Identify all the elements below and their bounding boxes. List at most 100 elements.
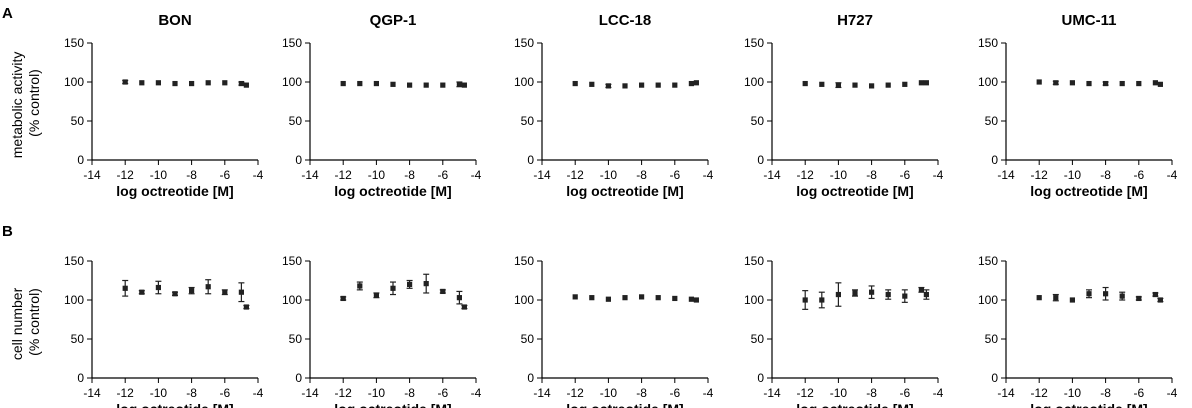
panels: BON 0 50 100 150 -14 -12 -10 -8 -6 -4 log octreotid… <box>64 12 1178 408</box>
data-point <box>189 288 195 294</box>
y-axis-title-a: metabolic activity (% control) <box>9 48 42 158</box>
data-point <box>456 81 462 87</box>
x-tick-label: -12 <box>797 386 815 400</box>
data-point <box>605 83 611 89</box>
y-tick-label: 50 <box>289 332 303 346</box>
x-tick-label: -8 <box>636 168 647 182</box>
x-tick-label: -10 <box>150 386 168 400</box>
y-tick-label: 0 <box>527 371 534 385</box>
data-point <box>639 82 645 88</box>
y-tick-label: 100 <box>514 75 534 89</box>
x-tick-label: -6 <box>1133 386 1144 400</box>
x-tick-label: -4 <box>933 386 944 400</box>
x-tick-label: -14 <box>997 386 1015 400</box>
x-tick-label: -4 <box>933 168 944 182</box>
data-point <box>1119 293 1125 299</box>
row-label-b: B <box>2 223 13 240</box>
x-tick-label: -4 <box>253 168 264 182</box>
data-point <box>852 82 858 88</box>
data-point <box>1136 80 1142 87</box>
y-tick-label: 0 <box>991 153 998 167</box>
data-point <box>885 291 891 298</box>
panel-b-2: 0 50 100 150 -14 -12 -10 -8 -6 -4 log octreotide [… <box>282 254 482 408</box>
x-tick-label: -14 <box>533 386 551 400</box>
data-point <box>1036 79 1042 85</box>
x-axis-label: log octreotide [M] <box>566 183 683 199</box>
data-point <box>1157 297 1163 303</box>
x-tick-label: -4 <box>1167 386 1178 400</box>
data-point <box>923 80 929 86</box>
panel-b-5: 0 50 100 150 -14 -12 -10 -8 -6 -4 log octreotide [… <box>978 254 1178 408</box>
y-tick-label: 100 <box>282 75 302 89</box>
x-tick-label: -12 <box>797 168 815 182</box>
panel-b-1: 0 50 100 150 -14 -12 -10 -8 -6 -4 log octreotide [… <box>64 254 264 408</box>
x-axis-label: log octreotide [M] <box>1030 401 1147 408</box>
x-tick-label: -10 <box>368 386 386 400</box>
x-tick-label: -4 <box>703 168 714 182</box>
data-point <box>1086 80 1092 87</box>
x-tick-label: -6 <box>437 386 448 400</box>
data-point <box>1069 80 1075 86</box>
data-point <box>222 80 228 86</box>
data-point <box>589 81 595 87</box>
x-axis-label: log octreotide [M] <box>796 401 913 408</box>
x-tick-label: -14 <box>763 168 781 182</box>
panel-title: UMC-11 <box>1061 12 1116 29</box>
data-point <box>440 288 446 295</box>
data-point <box>390 81 396 87</box>
x-tick-label: -6 <box>219 168 230 182</box>
data-point <box>1157 81 1163 87</box>
y-tick-label: 100 <box>514 293 534 307</box>
data-point <box>340 80 346 87</box>
x-tick-label: -14 <box>83 168 101 182</box>
data-point <box>589 295 595 301</box>
y-tick-label: 100 <box>978 75 998 89</box>
y-tick-label: 50 <box>71 332 85 346</box>
y-tick-label: 0 <box>991 371 998 385</box>
x-tick-label: -4 <box>471 168 482 182</box>
x-tick-label: -12 <box>567 168 585 182</box>
data-point <box>1103 291 1109 297</box>
y-tick-label: 100 <box>744 293 764 307</box>
x-tick-label: -14 <box>533 168 551 182</box>
y-tick-label: 0 <box>757 371 764 385</box>
data-point <box>693 80 699 86</box>
data-point <box>461 82 467 88</box>
data-point <box>655 82 661 88</box>
panel-title: QGP-1 <box>370 12 417 29</box>
data-point <box>139 80 145 86</box>
data-point <box>1152 80 1158 86</box>
y-tick-label: 50 <box>71 114 85 128</box>
x-tick-label: -8 <box>404 386 415 400</box>
data-point <box>902 293 908 299</box>
y-tick-label: 100 <box>744 75 764 89</box>
data-point <box>1053 295 1059 301</box>
data-point <box>605 296 611 302</box>
data-point <box>461 304 467 310</box>
data-point <box>357 283 363 289</box>
y-tick-label: 150 <box>64 36 84 50</box>
data-point <box>869 289 875 295</box>
y-tick-label: 150 <box>282 254 302 268</box>
y-axis-title-a-line1: metabolic activity <box>9 52 25 159</box>
data-point <box>205 284 211 290</box>
x-tick-label: -14 <box>83 386 101 400</box>
x-tick-label: -10 <box>830 386 848 400</box>
x-tick-label: -12 <box>117 386 135 400</box>
data-point <box>622 83 628 89</box>
y-tick-label: 50 <box>751 332 765 346</box>
x-tick-label: -12 <box>1031 386 1049 400</box>
data-point <box>340 295 346 302</box>
data-point <box>423 82 429 88</box>
y-tick-label: 150 <box>978 36 998 50</box>
y-tick-label: 100 <box>282 293 302 307</box>
x-tick-label: -14 <box>763 386 781 400</box>
data-point <box>1152 291 1158 298</box>
data-point <box>802 297 808 303</box>
x-tick-label: -12 <box>335 386 353 400</box>
y-tick-label: 50 <box>289 114 303 128</box>
x-axis-label: log octreotide [M] <box>334 183 451 199</box>
y-axis-title-b: cell number (% control) <box>9 284 42 360</box>
x-tick-label: -14 <box>301 168 319 182</box>
x-tick-label: -10 <box>150 168 168 182</box>
